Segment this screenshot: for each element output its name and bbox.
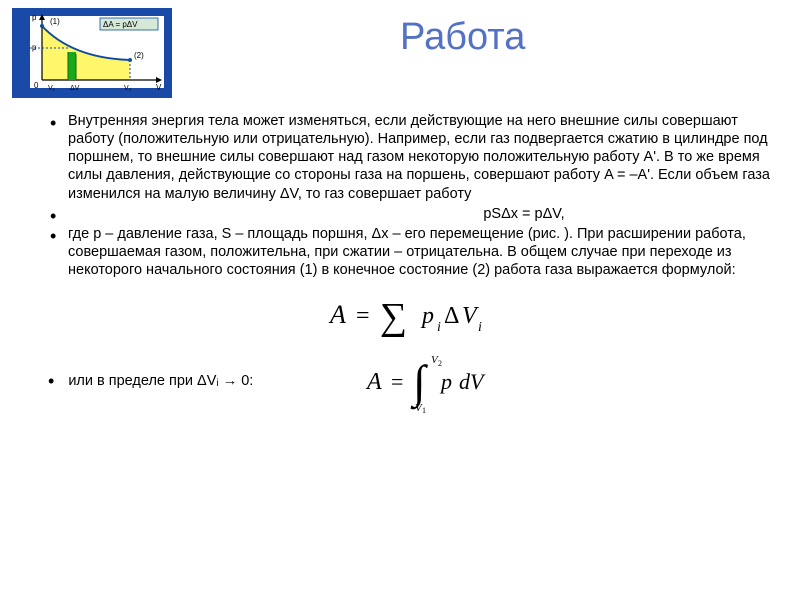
svg-text:i: i (478, 320, 482, 335)
slide-title: Работа (400, 16, 525, 59)
paragraph-2: где p – давление газа, S – площадь поршн… (48, 225, 780, 279)
svg-text:V: V (156, 83, 162, 92)
svg-text:p: p (420, 303, 434, 329)
svg-text:(1): (1) (50, 17, 60, 26)
svg-text:V₂: V₂ (124, 85, 132, 92)
svg-text:0: 0 (34, 81, 39, 90)
svg-text:p: p (32, 13, 37, 22)
svg-text:dV: dV (459, 369, 486, 394)
formula-text: pSΔx = pΔV, (68, 205, 780, 223)
svg-text:=: = (356, 303, 370, 329)
svg-text:ΔV: ΔV (70, 85, 80, 92)
svg-text:A: A (365, 369, 382, 395)
svg-text:A: A (328, 300, 346, 329)
svg-text:=: = (391, 369, 403, 394)
svg-text:p: p (439, 369, 452, 394)
paragraph-3-row: или в пределе при ΔVᵢ → 0: A = ∫ V 2 V 1… (48, 349, 780, 413)
paragraph-1: Внутренняя энергия тела может изменяться… (48, 112, 780, 203)
svg-text:(2): (2) (134, 51, 144, 60)
legend-text: ΔA = pΔV (103, 20, 138, 29)
svg-text:∑: ∑ (380, 296, 407, 338)
svg-text:p: p (32, 43, 37, 52)
svg-text:i: i (437, 320, 441, 335)
formula-integral: A = ∫ V 2 V 1 p dV (363, 349, 513, 413)
svg-text:2: 2 (438, 359, 442, 368)
formula-inline: pSΔx = pΔV, (48, 205, 780, 223)
svg-text:Δ: Δ (444, 303, 459, 329)
svg-text:V: V (462, 303, 479, 329)
paragraph-3: или в пределе при ΔVᵢ → 0: (68, 372, 253, 390)
svg-text:V₁: V₁ (48, 85, 56, 92)
slide-body: Внутренняя энергия тела может изменяться… (48, 112, 780, 413)
svg-text:1: 1 (422, 406, 426, 413)
formula-sum: A = ∑ p i Δ V i (48, 289, 780, 343)
pv-diagram: ΔA = pΔV p (1) (2) p 0 V₁ ΔV V₂ V (12, 8, 172, 98)
